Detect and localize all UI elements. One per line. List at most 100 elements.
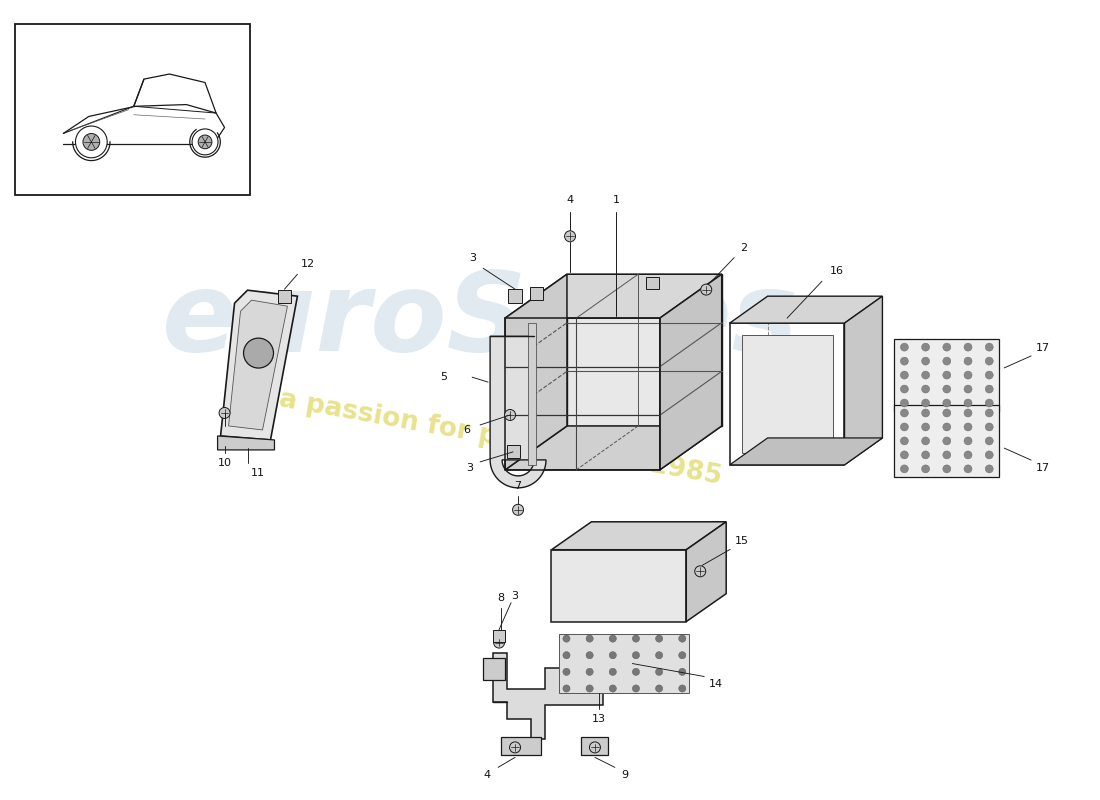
Circle shape [198, 135, 212, 149]
Text: 9: 9 [621, 770, 628, 780]
Polygon shape [894, 339, 999, 411]
Circle shape [563, 635, 570, 642]
Polygon shape [221, 290, 297, 440]
Circle shape [901, 385, 909, 393]
Polygon shape [483, 658, 505, 679]
Circle shape [986, 385, 993, 393]
Circle shape [513, 504, 524, 515]
Polygon shape [894, 405, 999, 477]
Text: euroSares: euroSares [162, 266, 799, 374]
Text: 1: 1 [613, 195, 620, 206]
Polygon shape [505, 426, 722, 470]
Polygon shape [218, 436, 275, 450]
Circle shape [82, 134, 100, 150]
Circle shape [192, 129, 218, 155]
Circle shape [943, 385, 950, 393]
Circle shape [943, 409, 950, 417]
Circle shape [922, 437, 930, 445]
Circle shape [986, 465, 993, 473]
Circle shape [964, 357, 972, 365]
Circle shape [922, 371, 930, 379]
Polygon shape [229, 300, 287, 430]
Circle shape [964, 385, 972, 393]
Text: 17: 17 [1036, 463, 1050, 473]
Text: 16: 16 [830, 266, 844, 276]
Circle shape [632, 635, 639, 642]
Circle shape [922, 385, 930, 393]
Text: 6: 6 [463, 425, 471, 435]
Circle shape [964, 465, 972, 473]
Text: 3: 3 [470, 254, 476, 263]
Polygon shape [686, 522, 726, 622]
Polygon shape [660, 274, 722, 470]
Circle shape [943, 465, 950, 473]
Circle shape [609, 668, 616, 675]
Polygon shape [507, 446, 519, 458]
Polygon shape [581, 738, 608, 755]
Circle shape [901, 451, 909, 459]
Polygon shape [508, 290, 521, 303]
Circle shape [563, 685, 570, 692]
Circle shape [590, 742, 601, 753]
Circle shape [564, 230, 575, 242]
Circle shape [586, 635, 593, 642]
Circle shape [219, 407, 230, 418]
Polygon shape [278, 290, 292, 302]
Circle shape [901, 437, 909, 445]
Circle shape [563, 668, 570, 675]
Circle shape [943, 423, 950, 431]
Circle shape [609, 652, 616, 659]
Polygon shape [566, 274, 722, 426]
Circle shape [943, 399, 950, 407]
Circle shape [964, 409, 972, 417]
Circle shape [656, 652, 662, 659]
Text: 11: 11 [251, 468, 264, 478]
Text: 5: 5 [441, 372, 448, 382]
Circle shape [986, 371, 993, 379]
Circle shape [701, 284, 712, 295]
Circle shape [901, 343, 909, 351]
Circle shape [901, 409, 909, 417]
Text: 15: 15 [735, 536, 749, 546]
Text: 2: 2 [740, 242, 748, 253]
Circle shape [922, 409, 930, 417]
Circle shape [901, 357, 909, 365]
Circle shape [901, 423, 909, 431]
Polygon shape [493, 653, 603, 739]
Polygon shape [493, 630, 505, 642]
Polygon shape [741, 335, 833, 453]
Circle shape [964, 343, 972, 351]
Circle shape [632, 685, 639, 692]
Text: 3: 3 [466, 463, 474, 473]
Text: 13: 13 [592, 714, 606, 725]
Circle shape [964, 451, 972, 459]
Circle shape [943, 451, 950, 459]
Circle shape [505, 410, 516, 421]
Circle shape [563, 652, 570, 659]
Circle shape [494, 637, 505, 648]
Circle shape [922, 451, 930, 459]
Circle shape [656, 635, 662, 642]
Circle shape [656, 668, 662, 675]
Polygon shape [560, 634, 690, 694]
Text: 10: 10 [218, 458, 232, 468]
Circle shape [986, 399, 993, 407]
Circle shape [901, 465, 909, 473]
Polygon shape [529, 287, 542, 301]
Circle shape [943, 437, 950, 445]
Circle shape [943, 371, 950, 379]
Circle shape [679, 668, 686, 675]
Text: 8: 8 [497, 593, 505, 602]
Circle shape [922, 423, 930, 431]
Polygon shape [729, 296, 882, 323]
Circle shape [964, 437, 972, 445]
Circle shape [964, 423, 972, 431]
Text: a passion for parts since 1985: a passion for parts since 1985 [276, 386, 724, 490]
Polygon shape [551, 550, 686, 622]
Circle shape [964, 399, 972, 407]
Text: 4: 4 [566, 195, 573, 206]
Text: 3: 3 [512, 590, 518, 601]
Circle shape [922, 343, 930, 351]
Polygon shape [491, 336, 546, 488]
Polygon shape [729, 438, 882, 465]
